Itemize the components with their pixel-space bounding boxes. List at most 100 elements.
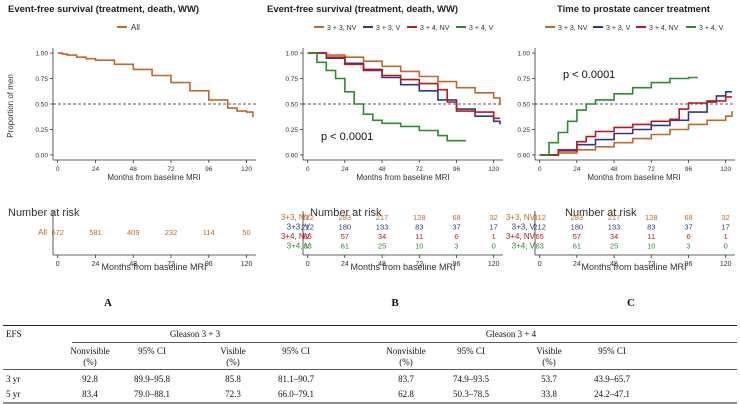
panel-c-risk-count: 217 [608, 213, 621, 222]
panel-b-letter: B [391, 297, 399, 309]
table-column-header: 95% CI [282, 346, 310, 356]
panel-b-risk-count: 1 [492, 232, 496, 241]
panel-c-title: Time to prostate cancer treatment [557, 4, 711, 15]
panel-a-y-tick-label: 0.00 [35, 152, 48, 159]
panel-c-risk-row-label: 3+4, NV [506, 232, 536, 241]
panel-c-x-tick-label: 120 [720, 166, 731, 173]
panel-a-x-tick-label: 0 [56, 166, 60, 173]
table-cell: 53.7 [541, 374, 557, 384]
panel-a-x-tick-label: 72 [167, 166, 175, 173]
panel-b-y-tick-label: 0.50 [285, 102, 298, 109]
panel-a-risk-x-tick-label: 72 [167, 261, 175, 268]
panel-c-x-tick-label: 24 [573, 166, 581, 173]
panel-a-letter: A [104, 297, 112, 309]
panel-c-risk-count: 10 [647, 242, 655, 251]
efs-summary-table: EFS Gleason 3 + 3 Gleason 3 + 4 Nonvisib… [3, 325, 737, 404]
table-column-header-unit: (%) [542, 357, 556, 367]
table-corner-label: EFS [6, 329, 22, 339]
panel-a-risk-count: 409 [127, 228, 140, 237]
panel-c-risk-count: 83 [535, 242, 543, 251]
panel-b-risk-row-label: 3+4, V [287, 242, 311, 251]
panel-b-risk-count: 34 [378, 232, 386, 241]
panel-b-series-2-curve [307, 52, 501, 125]
panel-c-series-2-curve [539, 91, 732, 156]
panel-c-letter: C [627, 297, 635, 309]
table-cell: 74.9–93.5 [453, 374, 490, 384]
panel-a-risk-table: 0 24 48 72 96 120 All 672 581 409 232 114 50 [38, 211, 256, 268]
panel-b-y-tick-label: 0.75 [285, 76, 298, 83]
panel-a-xlabel: Months from baseline MRI [107, 173, 200, 182]
panel-c-risk-count: 25 [610, 242, 618, 251]
panel-a-risk-title: Number at risk [8, 207, 80, 219]
panel-c-legend-label-4: 3 + 4, V [699, 25, 724, 32]
panel-a-risk-row-label: All [38, 228, 47, 237]
panel-a-risk-xlabel: Months from baseline MRI [101, 262, 206, 272]
panel-b-risk-count: 57 [341, 232, 349, 241]
panel-b-risk-count: 133 [376, 223, 389, 232]
panel-b-risk-count: 17 [490, 223, 498, 232]
panel-c-risk-count: 6 [686, 232, 690, 241]
panel-b-x-tick-label: 72 [416, 166, 424, 173]
panel-b-x-tick-label: 0 [306, 166, 310, 173]
table-cell: 81.1–90.7 [278, 374, 315, 384]
panel-a-risk-x-tick-label: 120 [241, 261, 253, 268]
panel-c-risk-row-label: 3+4, V [512, 242, 536, 251]
table-cell: 83.7 [398, 374, 414, 384]
panel-b-risk-count: 3 [454, 242, 458, 251]
panel-b-y-tick-label: 1.00 [285, 51, 298, 58]
panel-c-risk-count: 32 [722, 213, 730, 222]
panel-b-risk-count: 217 [376, 213, 389, 222]
table-column-header: Visible [220, 346, 245, 356]
panel-c-series-4-curve [539, 76, 698, 156]
panel-b-risk-count: 83 [303, 242, 311, 251]
panel-c-series-1-curve [539, 111, 733, 156]
panel-b: Event-free survival (treatment, death, W… [267, 4, 503, 309]
table-column-header: Nonvisible [386, 346, 426, 356]
table-cell: 85.8 [225, 374, 241, 384]
panel-b-risk-count: 312 [301, 213, 314, 222]
panel-b-risk-x-tick-label: 120 [488, 261, 500, 268]
panel-c-risk-row-label: 3+3, V [512, 223, 536, 232]
panel-b-series-4-curve [307, 52, 466, 142]
panel-b-risk-count: 283 [339, 213, 352, 222]
panel-c-risk-count: 37 [684, 223, 692, 232]
panel-c-risk-x-tick-label: 72 [647, 261, 655, 268]
table-column-header-unit: (%) [399, 357, 413, 367]
panel-c-risk-count: 61 [573, 242, 581, 251]
panel-b-x-tick-label: 24 [341, 166, 349, 173]
panel-b-legend-label-1: 3 + 3, NV [327, 25, 357, 32]
panel-c-risk-x-tick-label: 0 [538, 261, 542, 268]
panel-b-risk-count: 128 [413, 213, 426, 222]
table-cell: 89.9–95.8 [134, 374, 171, 384]
panel-a-x-tick-label: 24 [92, 166, 100, 173]
panel-a-legend-label-1: All [131, 23, 140, 32]
panel-c-risk-xlabel: Months from baseline MRI [581, 262, 686, 272]
panel-c-risk-count: 34 [610, 232, 618, 241]
panel-c-pvalue: p < 0.0001 [563, 69, 615, 81]
panel-c-x-tick-label: 96 [685, 166, 693, 173]
panel-b-risk-count: 83 [415, 223, 423, 232]
panel-a-y-tick-label: 0.75 [35, 76, 48, 83]
panel-b-risk-count: 37 [452, 223, 460, 232]
panel-b-risk-xlabel: Months from baseline MRI [350, 262, 455, 272]
panel-a-title: Event-free survival (treatment, death, W… [8, 4, 199, 15]
panel-c-x-tick-label: 0 [538, 166, 542, 173]
table-column-header: 95% CI [598, 346, 626, 356]
panel-b-risk-row-label: 3+3, NV [281, 213, 311, 222]
table-row-label: 5 yr [6, 389, 20, 399]
panel-c-risk-count: 17 [722, 223, 730, 232]
panel-c-risk-count: 1 [724, 232, 728, 241]
panel-c-y-tick-label: 0.50 [517, 102, 530, 109]
table-cell: 62.8 [398, 389, 414, 399]
panel-b-y-tick-label: 0.25 [285, 127, 298, 134]
panel-a-series-1-curve [57, 52, 254, 118]
panel-c-risk-count: 212 [533, 223, 546, 232]
panel-b-legend-label-3: 3 + 4, NV [420, 25, 450, 32]
table-cell: 66.0–79.1 [278, 389, 314, 399]
panel-c-risk-x-tick-label: 120 [720, 261, 732, 268]
panel-b-risk-count: 32 [490, 213, 498, 222]
panel-c-legend-label-2: 3 + 3, V [606, 25, 631, 32]
panel-c-risk-count: 0 [724, 242, 728, 251]
panel-b-risk-count: 61 [341, 242, 349, 251]
